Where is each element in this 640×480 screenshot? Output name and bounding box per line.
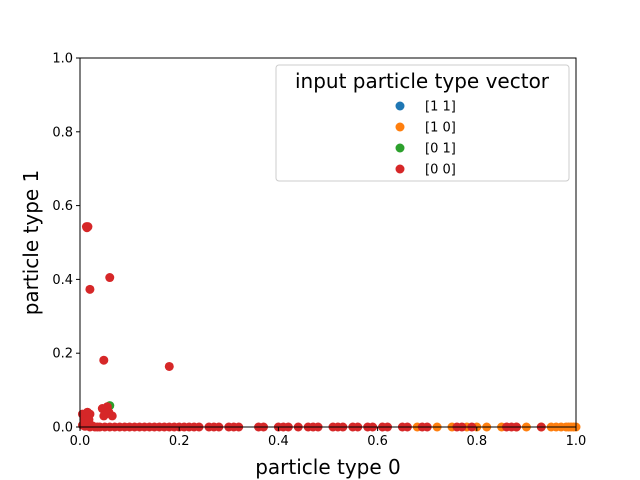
scatter-point xyxy=(82,223,92,233)
x-tick-label: 0.0 xyxy=(70,434,91,449)
y-axis-ticks: 0.0 0.2 0.4 0.6 0.8 1.0 xyxy=(52,52,80,436)
x-tick-label: 1.0 xyxy=(566,434,587,449)
legend-marker xyxy=(395,143,405,153)
y-tick-label: 1.0 xyxy=(52,52,73,67)
legend-box xyxy=(275,64,570,182)
x-tick-label: 0.8 xyxy=(466,434,487,449)
legend-label: [0 0] xyxy=(425,163,456,178)
y-tick-label: 0.0 xyxy=(52,421,73,436)
y-tick-label: 0.8 xyxy=(52,125,73,140)
x-axis-label: particle type 0 xyxy=(255,455,401,479)
x-tick-label: 0.4 xyxy=(268,434,289,449)
plot-frame xyxy=(79,57,577,428)
x-tick-label: 0.6 xyxy=(367,434,388,449)
legend-marker xyxy=(395,122,405,132)
legend-marker xyxy=(395,164,405,174)
legend-label: [0 1] xyxy=(425,142,456,157)
scatter-point xyxy=(164,361,174,371)
y-tick-label: 0.2 xyxy=(52,347,73,362)
scatter-point xyxy=(107,411,117,421)
y-tick-label: 0.4 xyxy=(52,273,73,288)
scatter-point xyxy=(99,411,109,421)
legend: input particle type vector [1 1] [1 0] [0 … xyxy=(275,64,570,182)
legend-title: input particle type vector xyxy=(295,69,550,93)
scatter-point xyxy=(105,273,115,283)
x-axis-ticks: 0.0 0.2 0.4 0.6 0.8 1.0 xyxy=(70,427,587,449)
x-tick-label: 0.2 xyxy=(169,434,190,449)
legend-marker xyxy=(395,101,405,111)
y-axis-label: particle type 1 xyxy=(19,170,43,316)
legend-items: [1 1] [1 0] [0 1] [0 0] xyxy=(395,100,456,178)
legend-label: [1 0] xyxy=(425,121,456,136)
y-tick-label: 0.6 xyxy=(52,199,73,214)
legend-label: [1 1] xyxy=(425,100,456,115)
scatter-point xyxy=(85,284,95,294)
scatter-point xyxy=(99,355,109,365)
